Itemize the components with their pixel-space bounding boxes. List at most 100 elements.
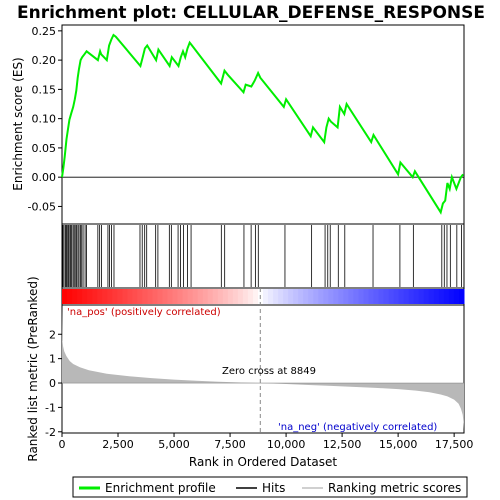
gradient-slice [373, 289, 380, 304]
gradient-slice [408, 289, 415, 304]
gradient-slice [333, 289, 339, 304]
gradient-slice [368, 289, 375, 304]
gradient-slice [448, 289, 455, 304]
gradient-slice [177, 289, 184, 304]
gradient-slice [413, 289, 420, 304]
gradient-slice [227, 289, 234, 304]
gradient-slice [157, 289, 163, 304]
gradient-slice [313, 289, 319, 304]
metric-panel-frame [61, 304, 465, 434]
gradient-slice [82, 289, 88, 304]
es-y-tick-label: 0.20 [32, 54, 57, 67]
gradient-slice [438, 289, 445, 304]
zero-cross-label: Zero cross at 8849 [222, 366, 316, 377]
gradient-slice [97, 289, 103, 304]
gradient-slice [353, 289, 359, 304]
gradient-slice [112, 289, 118, 304]
metric-y-tick-label: -1 [45, 401, 56, 414]
x-tick-label: 2,500 [102, 438, 134, 451]
gradient-slice [67, 289, 73, 304]
gradient-slice [217, 289, 224, 304]
pos-correlated-label: 'na_pos' (positively correlated) [67, 307, 221, 318]
gradient-slice [162, 289, 169, 304]
metric-y-ticks: -2 -1 0 1 2 [45, 328, 62, 439]
gradient-slice [303, 289, 309, 304]
gradient-slice [268, 289, 274, 304]
gradient-slice [453, 289, 460, 304]
metric-y-axis-label: Ranked list metric (PreRanked) [26, 276, 40, 461]
gradient-slice [263, 289, 269, 304]
x-tick-label: 12,500 [323, 438, 362, 451]
gradient-slice [232, 289, 239, 304]
gradient-slice [182, 289, 189, 304]
gradient-slice [122, 289, 128, 304]
gradient-slice [443, 289, 450, 304]
legend-box [72, 476, 468, 498]
gradient-slice [87, 289, 93, 304]
gradient-slice [92, 289, 98, 304]
x-tick-label: 7,500 [214, 438, 246, 451]
gradient-slice [62, 289, 68, 304]
gradient-slice [363, 289, 370, 304]
gradient-slice [298, 289, 304, 304]
gradient-slice [202, 289, 209, 304]
gradient-slice [343, 289, 349, 304]
hits-panel-frame [61, 223, 465, 289]
es-panel-frame [61, 24, 465, 225]
legend-profile-label: Enrichment profile [105, 481, 216, 495]
es-y-tick-label: 0.10 [32, 113, 57, 126]
legend-hits-label: Hits [262, 481, 285, 495]
gradient-slice [212, 289, 219, 304]
gradient-slice [358, 289, 364, 304]
legend-item-profile: Enrichment profile [79, 481, 216, 495]
rank-gradient-bar [62, 289, 465, 304]
gradient-slice [428, 289, 435, 304]
es-y-axis-label: Enrichment score (ES) [11, 57, 25, 190]
gradient-slice [293, 289, 299, 304]
gradient-slice [378, 289, 385, 304]
gradient-slice [102, 289, 108, 304]
gradient-slice [283, 289, 289, 304]
x-axis-label: Rank in Ordered Dataset [189, 455, 337, 469]
gradient-slice [273, 289, 279, 304]
gradient-slice [328, 289, 334, 304]
x-tick-label: 10,000 [267, 438, 306, 451]
gradient-slice [388, 289, 395, 304]
gradient-slice [152, 289, 158, 304]
legend-item-metric: Ranking metric scores [302, 481, 461, 495]
gradient-slice [242, 289, 249, 304]
gradient-slice [207, 289, 214, 304]
gradient-slice [72, 289, 78, 304]
es-y-tick-label: 0.05 [32, 142, 57, 155]
es-y-tick-label: 0.15 [32, 83, 57, 96]
gradient-slice [117, 289, 123, 304]
gradient-slice [423, 289, 430, 304]
gradient-slice [398, 289, 405, 304]
gradient-slice [433, 289, 440, 304]
gradient-slice [403, 289, 410, 304]
gradient-slice [308, 289, 314, 304]
gradient-slice [338, 289, 344, 304]
x-tick-label: 0 [59, 438, 66, 451]
metric-y-tick-label: 1 [49, 353, 56, 366]
gradient-slice [132, 289, 138, 304]
gradient-slice [323, 289, 329, 304]
gradient-slice [252, 289, 259, 304]
neg-correlated-label: 'na_neg' (negatively correlated) [278, 422, 437, 433]
es-y-tick-label: -0.05 [28, 200, 56, 213]
metric-y-tick-label: 2 [49, 328, 56, 341]
es-y-tick-label: 0.00 [32, 171, 57, 184]
gradient-slice [172, 289, 179, 304]
legend-metric-label: Ranking metric scores [328, 481, 461, 495]
gradient-slice [348, 289, 354, 304]
es-y-ticks: -0.05 0.00 0.05 0.10 0.15 0.20 0.25 [28, 25, 62, 213]
chart-title: Enrichment plot: CELLULAR_DEFENSE_RESPON… [17, 3, 485, 23]
x-tick-label: 5,000 [158, 438, 190, 451]
x-ticks: 0 2,500 5,000 7,500 10,000 12,500 15,000 17,500 [59, 433, 473, 451]
gradient-slice [383, 289, 390, 304]
gradient-slice [237, 289, 244, 304]
gradient-slice [167, 289, 174, 304]
gradient-slice [107, 289, 113, 304]
gradient-slice [393, 289, 400, 304]
